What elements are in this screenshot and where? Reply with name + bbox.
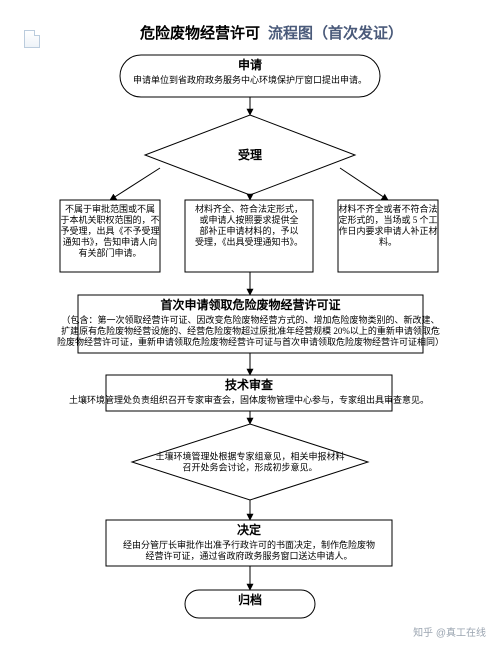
edge-accept_diamond-right_box [340, 168, 388, 200]
svg-text:受理，《出具受理通知书》。: 受理，《出具受理通知书》。 [195, 236, 303, 247]
page-title-a: 危险废物经营许可 [140, 24, 260, 42]
svg-text:材料不齐全或者不符合法: 材料不齐全或者不符合法 [338, 203, 437, 214]
svg-text:予受理，出具《不予受理: 予受理，出具《不予受理 [60, 225, 159, 236]
svg-text:土壤环境管理处根据专家组意见，相关申报材料: 土壤环境管理处根据专家组意见，相关申报材料 [155, 451, 344, 462]
svg-text:不属于审批范围或不属: 不属于审批范围或不属 [65, 203, 155, 214]
svg-text:扩建原有危险废物经营设施的、经营危险废物超过原批准年经营规模: 扩建原有危险废物经营设施的、经营危险废物超过原批准年经营规模 20%以上的重新申… [61, 325, 440, 336]
svg-text:料。: 料。 [379, 236, 397, 247]
svg-text:（包含：第一次领取经营许可证、因改变危险废物经营方式的、增加: （包含：第一次领取经营许可证、因改变危险废物经营方式的、增加危险废物类别的、新改… [61, 314, 439, 325]
svg-text:材料齐全、符合法定形式，: 材料齐全、符合法定形式， [195, 203, 303, 214]
svg-text:部补正申请材料的，予以: 部补正申请材料的，予以 [199, 225, 298, 236]
svg-text:作日内要求申请人补正材: 作日内要求申请人补正材 [338, 225, 437, 236]
svg-text:险废物经营许可证，重新申请领取危险废物经营许可证与首次申请领: 险废物经营许可证，重新申请领取危险废物经营许可证与首次申请领取危险废物经营许可证… [57, 336, 444, 347]
svg-text:召开处务会讨论，形成初步意见。: 召开处务会讨论，形成初步意见。 [182, 462, 317, 473]
svg-text:申请: 申请 [238, 57, 262, 72]
svg-text:土壤环境管理处负责组织召开专家审查会，固体废物管理中心参与，: 土壤环境管理处负责组织召开专家审查会，固体废物管理中心参与，专家组出具审查意见。 [69, 394, 429, 405]
flowchart-canvas: 危险废物经营许可流程图（首次发证） 申请申请单位到省政府政务服务中心环境保护厅窗口… [0, 0, 500, 645]
svg-text:经由分管厅长审批作出准予行政许可的书面决定，制作危险废物: 经由分管厅长审批作出准予行政许可的书面决定，制作危险废物 [123, 539, 375, 550]
svg-text:或申请人按照要求提供全: 或申请人按照要求提供全 [199, 214, 298, 225]
edge-accept_diamond-left_box [110, 168, 160, 200]
svg-text:决定: 决定 [237, 522, 261, 537]
page-corner-icon [24, 30, 40, 48]
svg-text:技术审查: 技术审查 [225, 377, 274, 392]
svg-text:有关部门申请。: 有关部门申请。 [78, 247, 141, 258]
page-title-b: 流程图（首次发证） [268, 24, 403, 42]
footer-watermark: 知乎 @真工在线 [413, 624, 486, 639]
svg-text:于本机关职权范围的，不: 于本机关职权范围的，不 [60, 214, 159, 225]
svg-text:申请单位到省政府政务服务中心环境保护厅窗口提出申请。: 申请单位到省政府政务服务中心环境保护厅窗口提出申请。 [133, 74, 367, 85]
svg-text:定形式的，当场或 5 个工: 定形式的，当场或 5 个工 [338, 214, 437, 225]
svg-text:归档: 归档 [238, 592, 262, 607]
svg-text:受理: 受理 [238, 147, 262, 162]
svg-text:通知书》，告知申请人向: 通知书》，告知申请人向 [63, 236, 158, 247]
svg-text:经营许可证，通过省政府政务服务窗口送达申请人。: 经营许可证，通过省政府政务服务窗口送达申请人。 [145, 550, 352, 561]
svg-text:首次申请领取危险废物经营许可证: 首次申请领取危险废物经营许可证 [160, 297, 340, 312]
